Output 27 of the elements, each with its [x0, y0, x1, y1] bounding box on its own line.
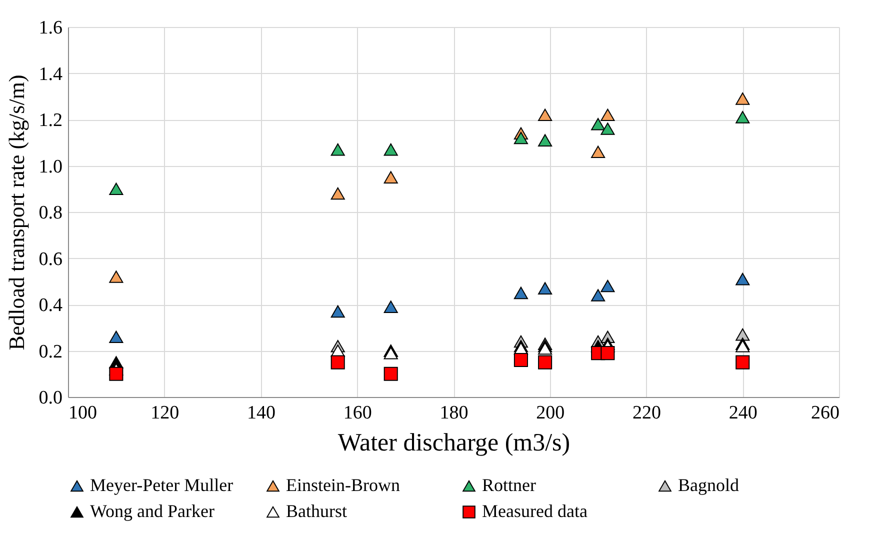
x-tick-label: 200 [536, 402, 565, 424]
y-tick-label: 1.6 [38, 18, 62, 38]
x-tick-label: 240 [728, 402, 758, 424]
x-tick-label: 120 [150, 402, 180, 424]
x-tick-label: 100 [68, 402, 97, 424]
y-tick-label: 1.4 [38, 64, 63, 85]
legend-label: Measured data [482, 501, 588, 521]
legend-label: Bagnold [678, 475, 739, 495]
y-tick-label: 0.4 [38, 295, 63, 316]
y-tick-label: 1.0 [38, 156, 62, 178]
legend-label: Einstein-Brown [286, 475, 400, 495]
x-tick-label: 140 [247, 402, 276, 424]
x-axis-title: Water discharge (m3/s) [338, 430, 570, 456]
y-axis-title: Bedload transport rate (kg/s/m) [4, 74, 29, 350]
y-tick-label: 0.2 [38, 341, 62, 362]
y-tick-label: 0.6 [38, 248, 62, 270]
y-tick-label: 1.2 [38, 110, 62, 131]
y-tick-label: 0.0 [38, 388, 62, 408]
x-tick-label: 220 [632, 402, 661, 424]
x-tick-label: 180 [440, 402, 468, 424]
x-tick-label: 260 [811, 402, 840, 424]
legend-label: Meyer-Peter Muller [90, 475, 234, 495]
x-tick-label: 160 [343, 402, 372, 424]
legend-label: Bathurst [286, 501, 347, 521]
y-tick-label: 0.8 [38, 202, 62, 224]
legend-label: Wong and Parker [90, 501, 215, 521]
legend-label: Rottner [482, 475, 536, 495]
